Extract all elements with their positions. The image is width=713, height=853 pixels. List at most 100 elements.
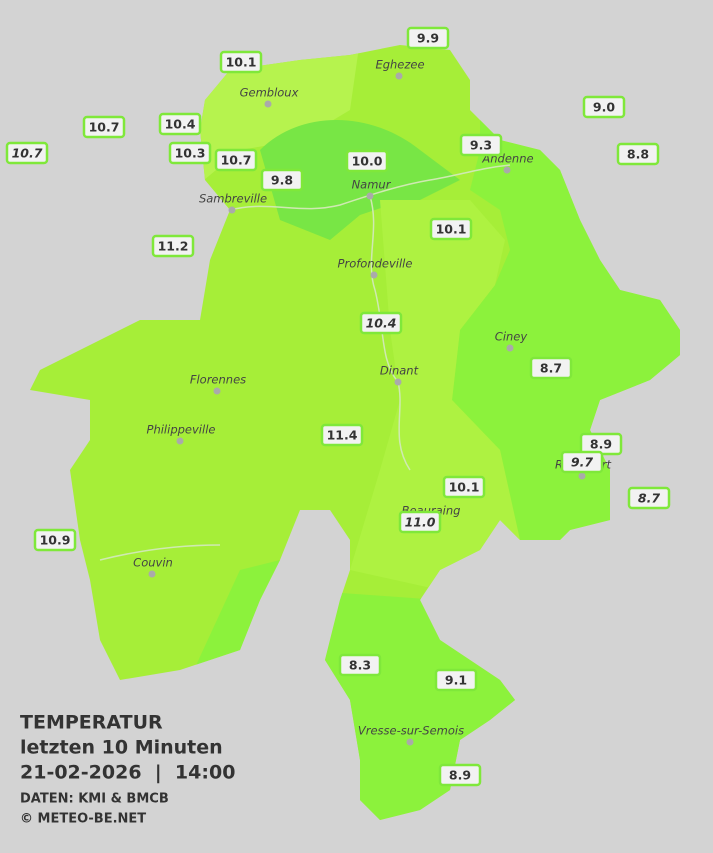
station-box [438,763,482,787]
station-box [33,528,77,552]
station-box [338,653,382,677]
station: 9.7 [560,450,604,474]
station-box [151,234,195,258]
city-label: Sambreville [199,192,267,206]
station-label: 10.1 [226,55,257,70]
station: 10.1 [429,217,473,241]
title-block: TEMPERATUR letzten 10 Minuten 21-02-2026 |… [20,712,235,827]
station-label: 10.9 [40,533,71,548]
city-dot [503,166,511,174]
station-label: 9.8 [271,173,293,188]
city-dot [578,472,586,480]
station: 11.0 [398,510,442,534]
station-label: 9.0 [593,100,615,115]
station-label: 9.7 [571,455,593,470]
station: 9.1 [434,668,478,692]
credit-line: DATEN: KMI & BMCB [20,792,169,807]
city-label: Vresse-sur-Semois [358,724,464,738]
station-label: 8.7 [638,491,660,506]
station-box [406,26,450,50]
station: 10.7 [5,141,49,165]
station-box [320,423,364,447]
station-box [345,149,389,173]
station-label: 10.4 [366,316,397,331]
rivers [99,164,511,561]
city-label: Ciney [495,330,528,344]
station-box [627,486,671,510]
city-dot [213,387,221,395]
river-south-west [99,544,221,561]
station-box [5,141,49,165]
station: 11.2 [151,234,195,258]
title-line: TEMPERATUR [20,712,163,734]
station-box [260,168,304,192]
station-box [82,115,126,139]
city-dot [176,437,184,445]
station-label: 10.1 [449,480,480,495]
station-label: 9.3 [470,138,492,153]
station-box [214,148,258,172]
cities: EghezeeGemblouxAndenneNamurSambrevillePr… [133,58,612,746]
station: 9.0 [582,95,626,119]
station-label: 11.0 [405,515,436,530]
city-label: Florennes [190,373,246,387]
city-dot [506,344,514,352]
station-box [434,668,478,692]
station: 8.7 [627,486,671,510]
station-label: 11.2 [158,239,189,254]
station-label: 10.1 [436,222,467,237]
station-label: 8.9 [590,437,612,452]
title-line: 21-02-2026 | 14:00 [20,762,235,784]
city-dot [406,738,414,746]
station: 11.4 [320,423,364,447]
station: 8.9 [438,763,482,787]
credit-line: © METEO-BE.NET [20,812,146,827]
station-label: 10.7 [89,120,120,135]
city-label: Namur [352,178,392,192]
city-label: Dinant [380,364,419,378]
city-dot [264,100,272,108]
station-box [529,356,573,380]
city-dot [370,271,378,279]
stations: 10.1 9.9 9.0 10.7 10.4 10.7 10.3 10.7 9.3 8.8 10.0… [5,26,671,787]
station: 10.7 [82,115,126,139]
station-label: 9.1 [445,673,467,688]
station: 9.9 [406,26,450,50]
station-box [158,112,202,136]
station-label: 10.3 [175,146,206,161]
city-dot [395,72,403,80]
city-dot [366,192,374,200]
station-label: 8.7 [540,361,562,376]
station: 10.0 [345,149,389,173]
station-box [442,475,486,499]
station-box [219,50,263,74]
station-box [560,450,604,474]
river-meuse [369,195,411,471]
city-dot [228,206,236,214]
city-label: Eghezee [375,58,424,72]
station-box [168,141,212,165]
station: 10.9 [33,528,77,552]
station-box [398,510,442,534]
station-label: 10.4 [165,117,196,132]
station: 8.8 [616,142,660,166]
city-label: Philippeville [147,423,216,437]
station: 10.4 [359,311,403,335]
station: 10.3 [168,141,212,165]
station-label: 8.9 [449,768,471,783]
station: 10.4 [158,112,202,136]
station: 10.1 [219,50,263,74]
station-box [582,95,626,119]
station-label: 9.9 [417,31,439,46]
station: 8.3 [338,653,382,677]
station: 9.8 [260,168,304,192]
station-label: 11.4 [327,428,358,443]
title-line: letzten 10 Minuten [20,737,223,759]
station-label: 10.7 [221,153,252,168]
zone-namur [260,120,460,240]
station-label: 10.0 [352,154,383,169]
city-label: Profondeville [338,257,413,271]
station: 10.7 [214,148,258,172]
river-sambre-meuse [229,164,511,211]
